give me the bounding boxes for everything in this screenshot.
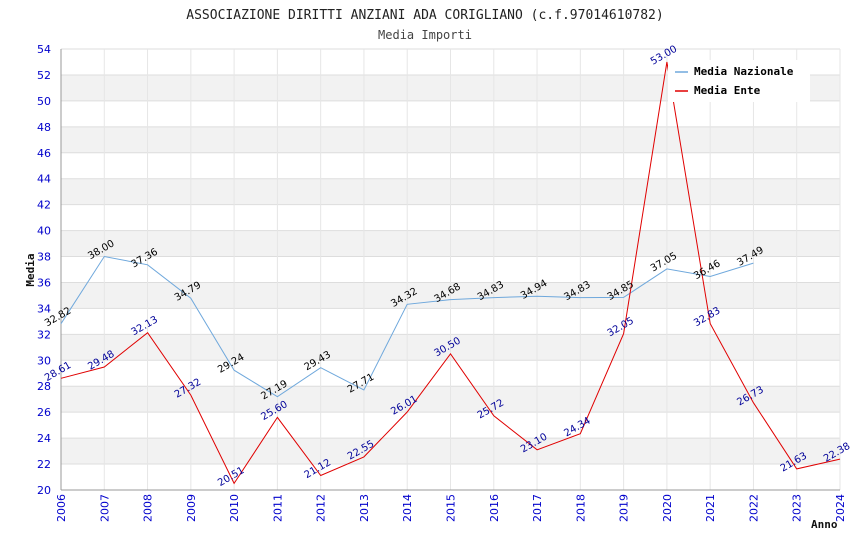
y-tick-label: 32 bbox=[37, 328, 51, 341]
x-tick-label: 2016 bbox=[488, 494, 501, 522]
y-tick-label: 22 bbox=[37, 458, 51, 471]
x-tick-labels: 2006 2007 2008 2009 2010 2011 2012 2013 2014 2015… bbox=[55, 494, 847, 522]
chart-subtitle: Media Importi bbox=[378, 28, 472, 42]
y-tick-label: 40 bbox=[37, 225, 51, 238]
y-tick-label: 48 bbox=[37, 121, 51, 134]
y-tick-label: 30 bbox=[37, 354, 51, 367]
y-tick-label: 50 bbox=[37, 95, 51, 108]
axes bbox=[60, 49, 840, 491]
x-tick-label: 2006 bbox=[55, 494, 68, 522]
series-lines bbox=[60, 61, 841, 485]
x-tick-label: 2018 bbox=[574, 494, 587, 522]
y-tick-label: 52 bbox=[37, 69, 51, 82]
legend: Media Nazionale Media Ente bbox=[668, 60, 810, 102]
y-tick-label: 42 bbox=[37, 199, 51, 212]
x-tick-label: 2007 bbox=[98, 494, 111, 522]
x-axis-label: Anno bbox=[811, 518, 838, 531]
y-tick-label: 34 bbox=[37, 302, 51, 315]
legend-box bbox=[668, 60, 810, 102]
x-tick-label: 2019 bbox=[618, 494, 631, 522]
y-tick-label: 44 bbox=[37, 173, 51, 186]
x-tick-label: 2013 bbox=[358, 494, 371, 522]
data-label: 36.46 bbox=[692, 258, 722, 282]
y-axis-label: Media bbox=[24, 253, 37, 286]
series-line-media-nazionale bbox=[60, 255, 754, 398]
x-tick-label: 2012 bbox=[315, 494, 328, 522]
x-tick-label: 2022 bbox=[747, 494, 760, 522]
y-tick-label: 38 bbox=[37, 251, 51, 264]
legend-label-media-ente: Media Ente bbox=[694, 84, 761, 97]
x-tick-label: 2009 bbox=[185, 494, 198, 522]
x-tick-label: 2017 bbox=[531, 494, 544, 522]
x-tick-label: 2008 bbox=[142, 494, 155, 522]
y-tick-labels: 20 22 24 26 28 30 32 34 36 38 40 42 44 46 48 50 52 54 bbox=[37, 43, 51, 497]
y-tick-label: 46 bbox=[37, 147, 51, 160]
y-tick-label: 54 bbox=[37, 43, 51, 56]
x-tick-label: 2024 bbox=[834, 494, 847, 522]
gridlines bbox=[60, 48, 841, 491]
x-tick-label: 2011 bbox=[271, 494, 284, 522]
y-tick-label: 20 bbox=[37, 484, 51, 497]
y-tick-label: 24 bbox=[37, 432, 51, 445]
chart-title: ASSOCIAZIONE DIRITTI ANZIANI ADA CORIGLI… bbox=[186, 8, 663, 23]
data-label: 20.51 bbox=[216, 465, 246, 489]
series-line-media-ente bbox=[60, 61, 841, 485]
x-tick-label: 2021 bbox=[704, 494, 717, 522]
data-label: 24.34 bbox=[562, 415, 592, 439]
x-tick-label: 2010 bbox=[228, 494, 241, 522]
x-tick-label: 2020 bbox=[661, 494, 674, 522]
y-tick-label: 36 bbox=[37, 276, 51, 289]
x-tick-label: 2014 bbox=[401, 494, 414, 522]
y-tick-label: 28 bbox=[37, 380, 51, 393]
x-tick-label: 2015 bbox=[445, 494, 458, 522]
x-tick-label: 2023 bbox=[791, 494, 804, 522]
legend-label-media-nazionale: Media Nazionale bbox=[694, 65, 794, 78]
y-tick-label: 26 bbox=[37, 406, 51, 419]
